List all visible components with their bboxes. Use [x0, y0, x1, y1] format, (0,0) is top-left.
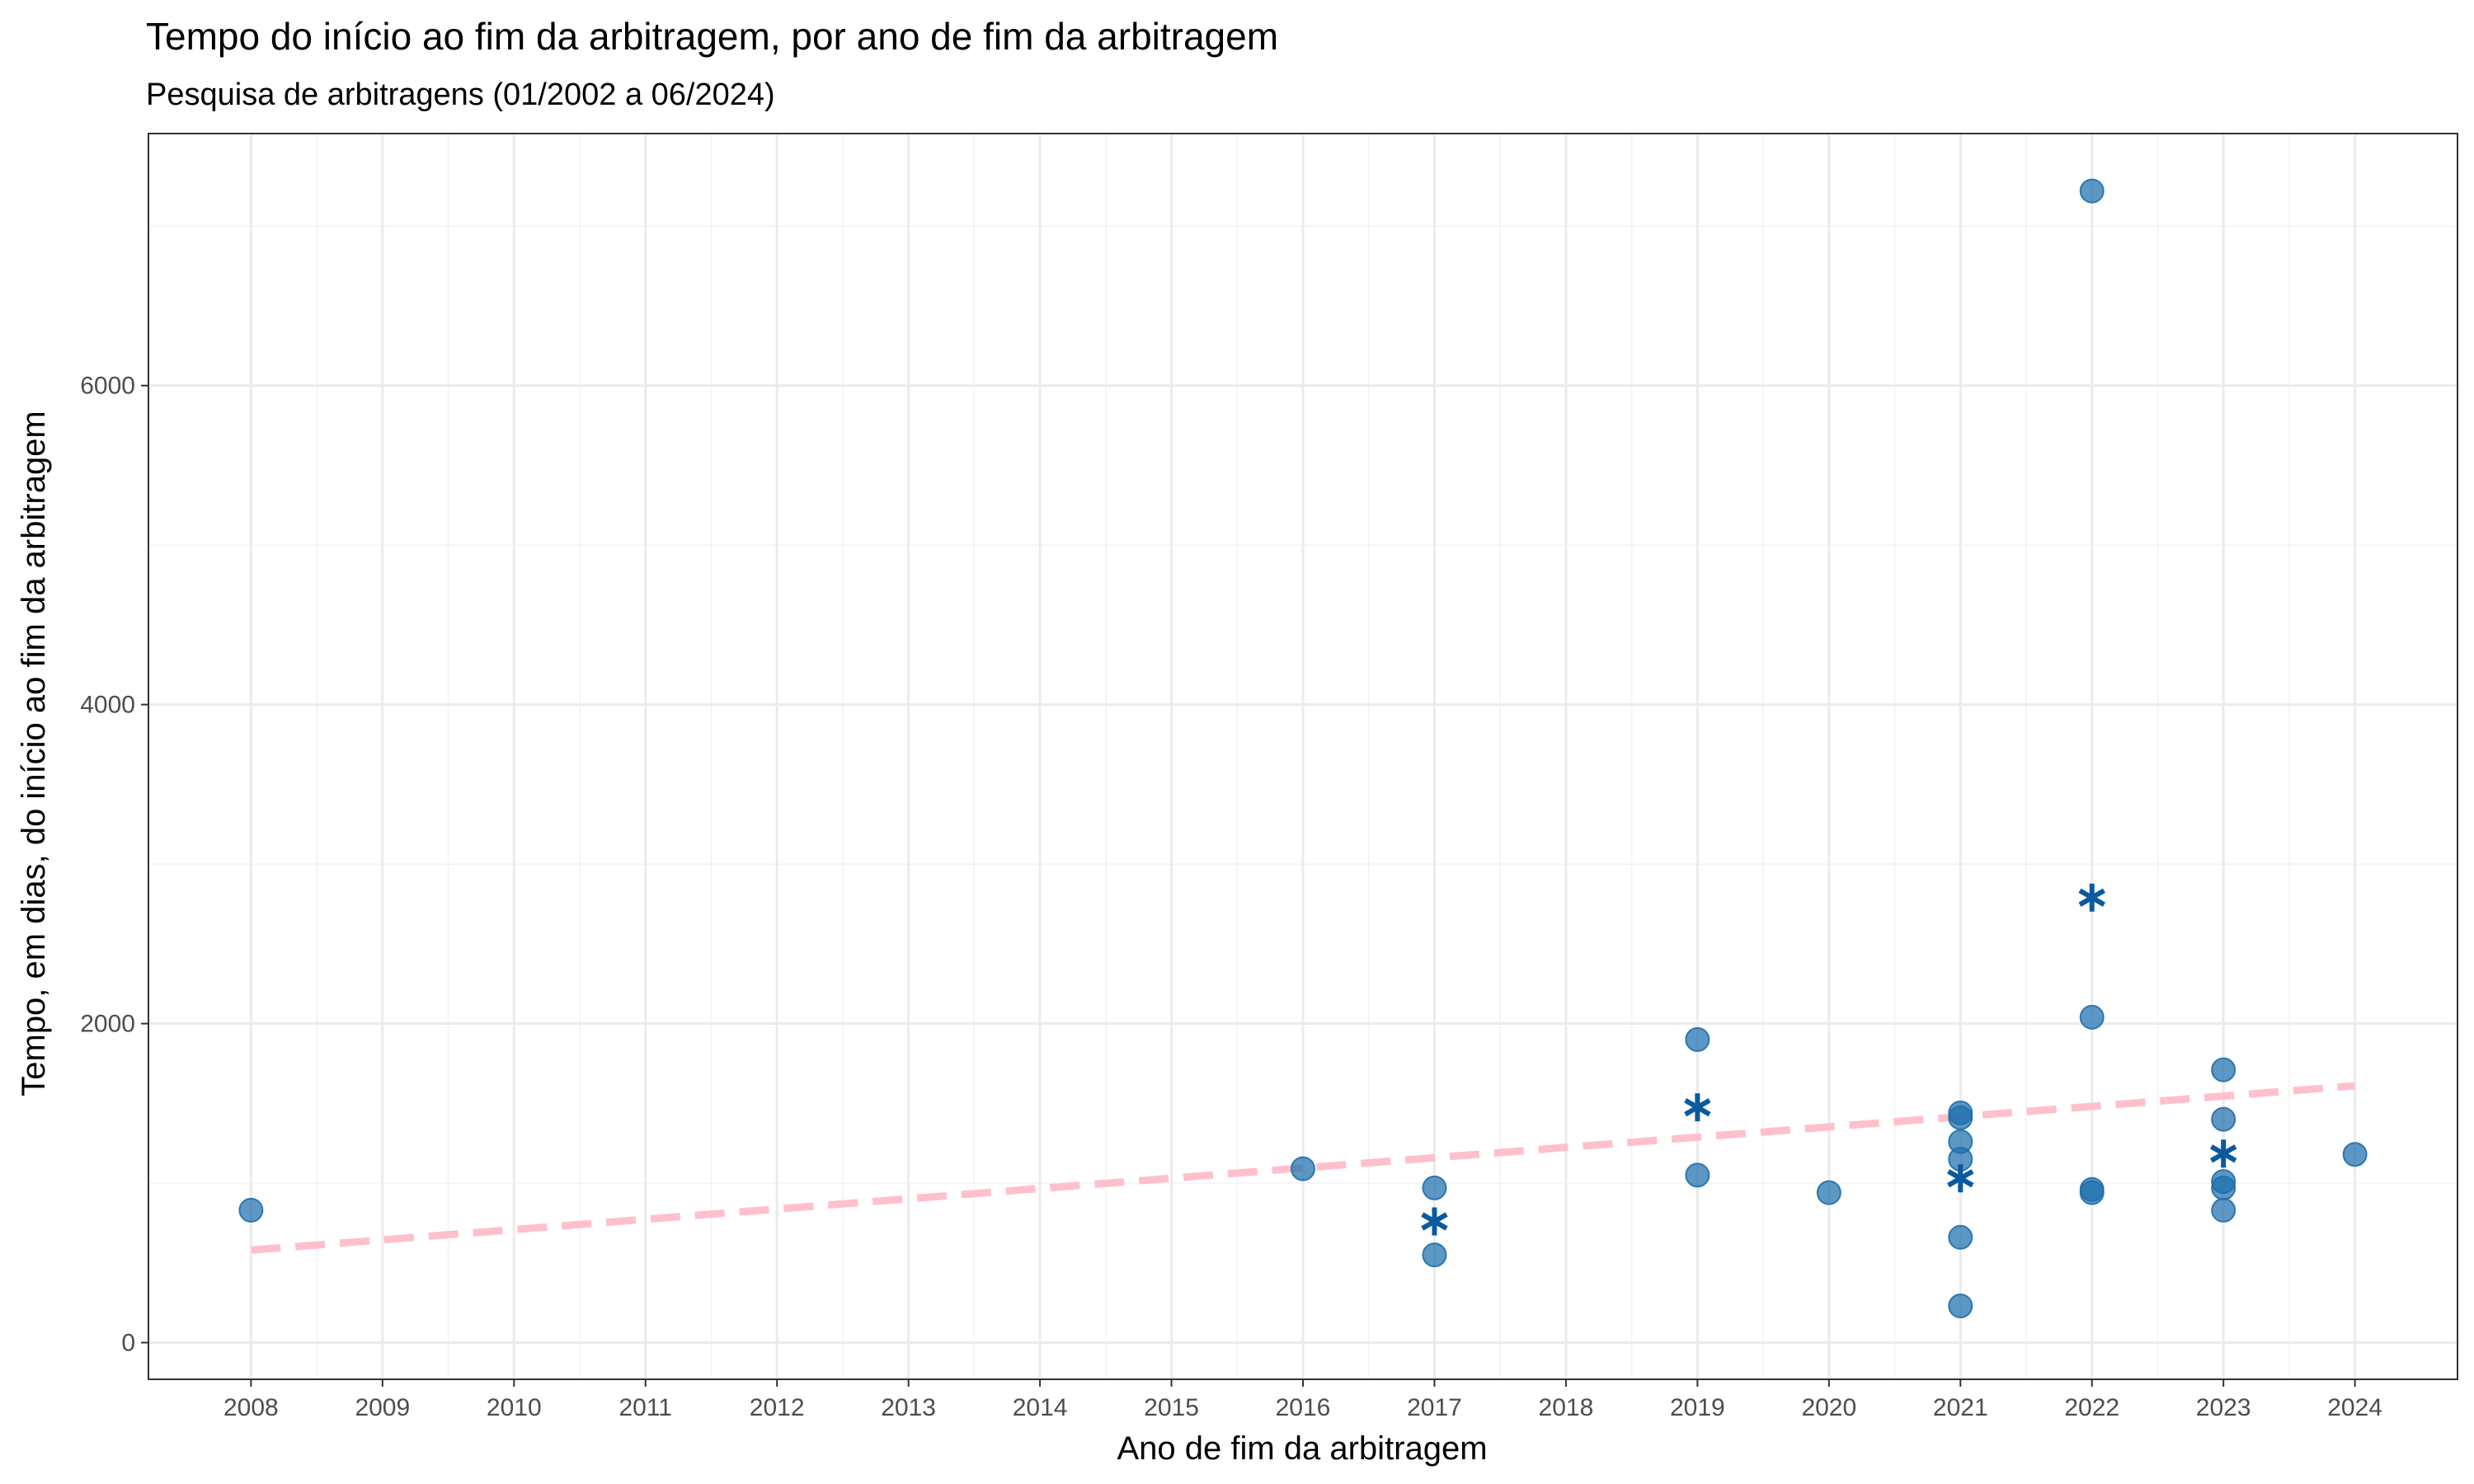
- data-point: [1291, 1156, 1315, 1181]
- x-tick-label: 2009: [355, 1394, 410, 1421]
- points-layer: [238, 178, 2368, 1319]
- chart-subtitle: Pesquisa de arbitragens (01/2002 a 06/20…: [146, 77, 775, 112]
- data-point: [1422, 1242, 1447, 1268]
- mean-marker: [1421, 1207, 1448, 1236]
- chart-title: Tempo do início ao fim da arbitragem, po…: [146, 15, 1278, 58]
- x-tick-label: 2017: [1407, 1394, 1462, 1421]
- data-point: [2079, 178, 2105, 204]
- x-axis-title: Ano de fim da arbitragem: [1117, 1430, 1487, 1467]
- data-point: [2211, 1175, 2236, 1200]
- mean-marker: [1684, 1093, 1711, 1122]
- x-tick-label: 2023: [2196, 1394, 2251, 1421]
- y-tick-label: 6000: [80, 373, 135, 400]
- y-axis-title: Tempo, em dias, do início ao fim da arbi…: [16, 411, 52, 1097]
- data-point: [2079, 1004, 2105, 1030]
- x-tick-label: 2019: [1670, 1394, 1725, 1421]
- mean-marker-stroke: [1421, 1212, 1448, 1231]
- data-point: [2342, 1142, 2368, 1167]
- x-tick-label: 2012: [750, 1394, 805, 1421]
- data-point: [1685, 1026, 1710, 1052]
- x-tick-label: 2016: [1276, 1394, 1331, 1421]
- trend-line: [251, 1082, 2355, 1254]
- mean-marker: [1947, 1164, 1974, 1193]
- data-point: [1948, 1294, 1973, 1319]
- y-tick-label: 0: [121, 1330, 135, 1357]
- means-layer: [1421, 883, 2237, 1236]
- data-point: [1948, 1224, 1973, 1250]
- data-point: [1816, 1180, 1841, 1205]
- data-point: [1422, 1175, 1447, 1200]
- mean-marker: [2078, 883, 2105, 912]
- x-tick-label: 2014: [1013, 1394, 1068, 1421]
- x-axis: 2008 2009 2010 2011 2012 2013 2014 2015 2016 2017…: [223, 1379, 2382, 1421]
- data-point: [1948, 1105, 1973, 1130]
- y-tick-label: 2000: [80, 1011, 135, 1038]
- x-tick-label: 2011: [618, 1394, 672, 1421]
- mean-marker-stroke: [2078, 888, 2105, 907]
- x-tick-label: 2024: [2327, 1394, 2382, 1421]
- data-point: [238, 1197, 264, 1223]
- x-tick-label: 2020: [1801, 1394, 1856, 1421]
- x-tick-label: 2018: [1539, 1394, 1594, 1421]
- mean-marker-stroke: [1947, 1169, 1974, 1188]
- data-point: [1685, 1162, 1710, 1188]
- x-tick-label: 2022: [2064, 1394, 2119, 1421]
- trend-layer: [251, 1082, 2355, 1254]
- data-point: [2211, 1057, 2236, 1082]
- mean-marker: [2209, 1139, 2237, 1168]
- x-tick-label: 2015: [1144, 1394, 1199, 1421]
- mean-marker-stroke: [2209, 1144, 2237, 1163]
- x-tick-label: 2021: [1933, 1394, 1988, 1421]
- data-point: [2079, 1180, 2105, 1205]
- x-tick-label: 2010: [487, 1394, 542, 1421]
- x-tick-label: 2013: [881, 1394, 936, 1421]
- major-grid: [148, 134, 2458, 1379]
- mean-marker-stroke: [1684, 1098, 1711, 1117]
- y-tick-label: 4000: [80, 692, 135, 719]
- y-axis: 0 2000 4000 6000: [80, 373, 148, 1357]
- x-tick-label: 2008: [223, 1394, 279, 1421]
- data-point: [2211, 1106, 2236, 1132]
- data-point: [2211, 1197, 2236, 1223]
